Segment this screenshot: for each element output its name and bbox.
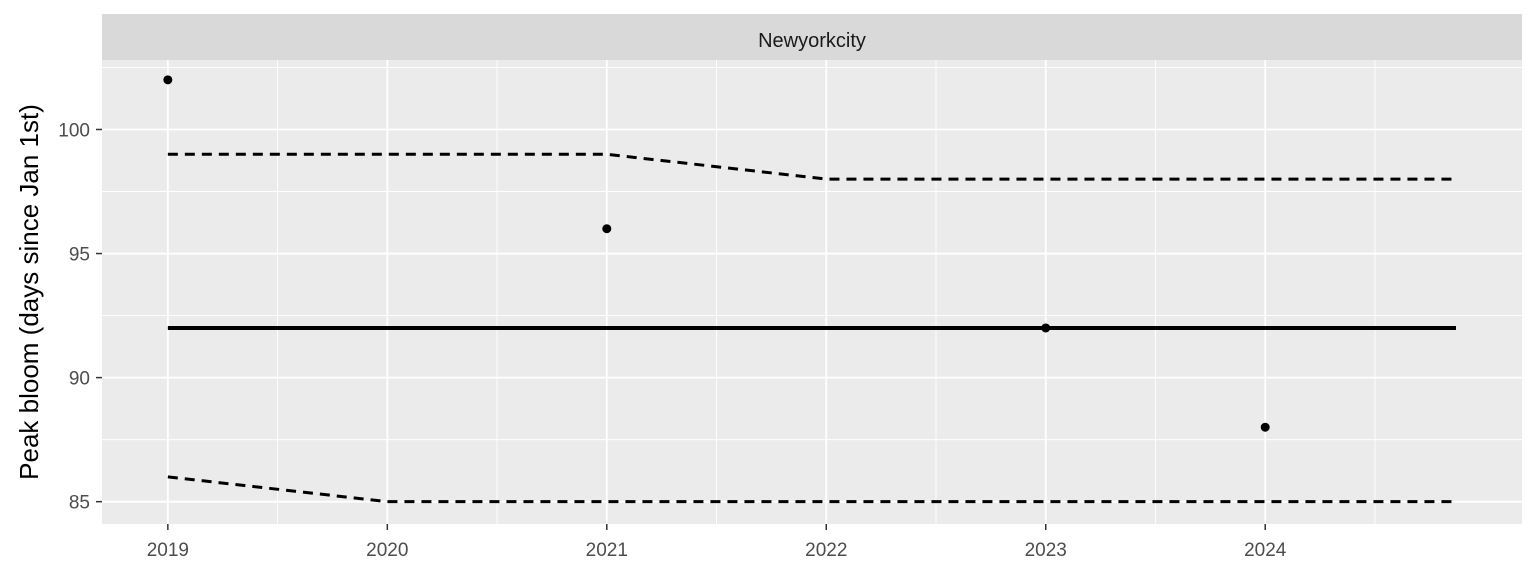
x-tick-label: 2021 <box>586 540 628 561</box>
y-axis: 85 90 95 100 <box>58 120 102 514</box>
y-tick-label: 95 <box>69 245 90 266</box>
data-point <box>163 75 173 85</box>
series-line-dashed <box>167 475 1456 504</box>
strip-background <box>102 14 1522 60</box>
major-gridlines <box>102 60 1522 524</box>
x-tick-label: 2019 <box>147 540 189 561</box>
y-axis-title: Peak bloom (days since Jan 1st) <box>14 104 44 480</box>
data-point <box>1260 422 1270 432</box>
data-point <box>602 224 612 234</box>
y-tick-label: 85 <box>69 493 90 514</box>
minor-gridlines <box>102 60 1522 524</box>
x-tick-label: 2022 <box>805 540 847 561</box>
panel-background <box>102 60 1522 524</box>
series-line-dashed <box>167 152 1456 181</box>
x-tick-label: 2024 <box>1244 540 1287 561</box>
x-axis: 2019 2020 2021 2022 2023 2024 <box>147 524 1287 561</box>
series-layer <box>163 75 1456 504</box>
y-tick-label: 90 <box>69 369 90 390</box>
facet-strip-label: Newyorkcity <box>758 30 866 52</box>
y-tick-label: 100 <box>58 120 90 141</box>
x-tick-label: 2023 <box>1025 540 1067 561</box>
x-tick-label: 2020 <box>366 540 408 561</box>
